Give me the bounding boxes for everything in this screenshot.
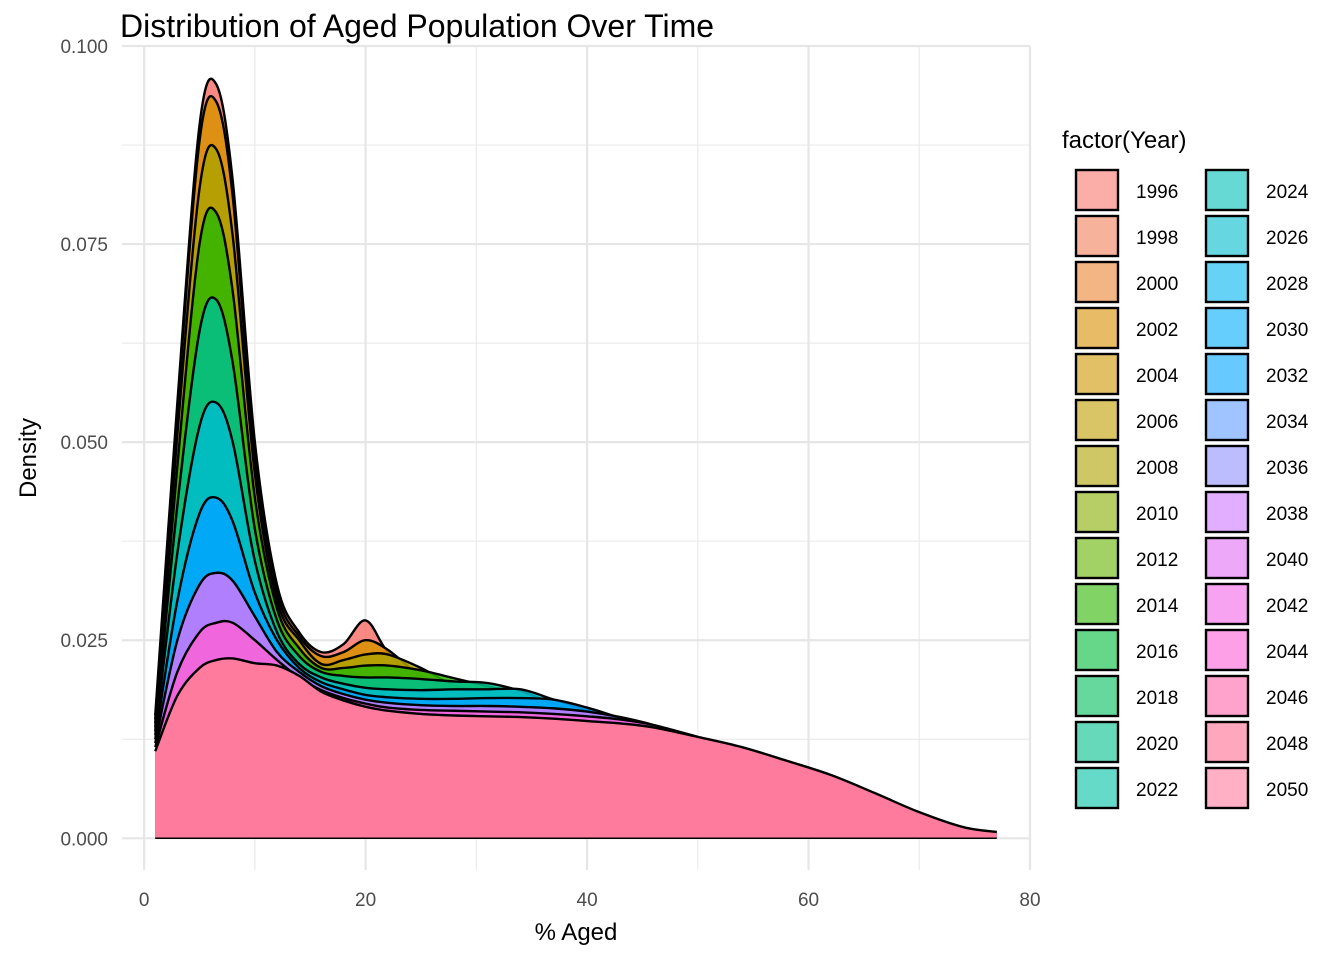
legend-label-2028: 2028 <box>1266 274 1308 295</box>
legend-label-2000: 2000 <box>1136 274 1178 295</box>
legend-swatch-2032 <box>1204 352 1250 396</box>
legend-label-1996: 1996 <box>1136 182 1178 203</box>
legend-swatch-2038 <box>1204 490 1250 534</box>
legend-label-2010: 2010 <box>1136 504 1178 525</box>
legend-label-2008: 2008 <box>1136 458 1178 479</box>
y-tick-label: 0.100 <box>60 37 108 58</box>
legend-label-2012: 2012 <box>1136 550 1178 571</box>
legend-swatch-2004 <box>1074 352 1120 396</box>
legend-swatch-2000 <box>1074 260 1120 304</box>
legend-swatch-2022 <box>1074 766 1120 810</box>
x-axis-title: % Aged <box>535 919 618 946</box>
legend-label-2006: 2006 <box>1136 412 1178 433</box>
legend-swatch-2026 <box>1204 214 1250 258</box>
legend-swatch-2028 <box>1204 260 1250 304</box>
legend-swatch-2016 <box>1074 628 1120 672</box>
legend-swatch-2042 <box>1204 582 1250 626</box>
legend-swatch-2048 <box>1204 720 1250 764</box>
legend-swatch-1998 <box>1074 214 1120 258</box>
legend-swatch-2014 <box>1074 582 1120 626</box>
y-tick-label: 0.050 <box>60 433 108 454</box>
legend-swatch-2012 <box>1074 536 1120 580</box>
legend-label-2034: 2034 <box>1266 412 1309 433</box>
legend-title: factor(Year) <box>1062 127 1187 154</box>
legend-swatch-2050 <box>1204 766 1250 810</box>
legend-label-2014: 2014 <box>1136 596 1179 617</box>
x-tick-label: 20 <box>355 890 376 911</box>
legend-swatch-2018 <box>1074 674 1120 718</box>
x-tick-label: 80 <box>1019 890 1040 911</box>
density-line-2050 <box>154 657 997 834</box>
legend-swatch-2006 <box>1074 398 1120 442</box>
legend-label-2032: 2032 <box>1266 366 1308 387</box>
x-tick-label: 40 <box>577 890 598 911</box>
legend-label-2040: 2040 <box>1266 550 1308 571</box>
density-areas <box>154 77 997 840</box>
legend-swatch-2008 <box>1074 444 1120 488</box>
legend-label-2024: 2024 <box>1266 182 1309 203</box>
legend-swatch-2046 <box>1204 674 1250 718</box>
legend-label-2036: 2036 <box>1266 458 1308 479</box>
legend-swatch-2040 <box>1204 536 1250 580</box>
legend-swatch-2036 <box>1204 444 1250 488</box>
legend-swatch-2034 <box>1204 398 1250 442</box>
legend: factor(Year) 1996 1998 2000 2002 2004 2006 2008… <box>1062 127 1309 810</box>
legend-label-2038: 2038 <box>1266 504 1308 525</box>
legend-swatch-2044 <box>1204 628 1250 672</box>
legend-label-2020: 2020 <box>1136 734 1178 755</box>
density-area-2000 <box>155 96 997 839</box>
chart-title: Distribution of Aged Population Over Tim… <box>120 8 715 44</box>
x-tick-label: 0 <box>139 890 150 911</box>
legend-label-2030: 2030 <box>1266 320 1308 341</box>
legend-label-2016: 2016 <box>1136 642 1178 663</box>
legend-label-2042: 2042 <box>1266 596 1308 617</box>
legend-label-2046: 2046 <box>1266 688 1308 709</box>
legend-swatch-2030 <box>1204 306 1250 350</box>
y-tick-label: 0.000 <box>60 829 108 850</box>
legend-label-2002: 2002 <box>1136 320 1178 341</box>
y-tick-label: 0.025 <box>60 631 108 652</box>
legend-swatch-1996 <box>1074 168 1120 212</box>
legend-label-2044: 2044 <box>1266 642 1309 663</box>
legend-label-2048: 2048 <box>1266 734 1308 755</box>
density-area-2050 <box>155 658 997 839</box>
y-tick-label: 0.075 <box>60 235 108 256</box>
legend-swatch-2002 <box>1074 306 1120 350</box>
legend-swatch-2010 <box>1074 490 1120 534</box>
legend-label-1998: 1998 <box>1136 228 1178 249</box>
legend-label-2050: 2050 <box>1266 780 1308 801</box>
legend-swatch-2020 <box>1074 720 1120 764</box>
legend-label-2026: 2026 <box>1266 228 1308 249</box>
legend-label-2018: 2018 <box>1136 688 1178 709</box>
axes: 0.000 0.025 0.050 0.075 0.100 0 20 40 60 80 % Aged… <box>15 37 1041 946</box>
legend-label-2022: 2022 <box>1136 780 1178 801</box>
x-tick-label: 60 <box>798 890 819 911</box>
legend-label-2004: 2004 <box>1136 366 1179 387</box>
legend-swatch-2024 <box>1204 168 1250 212</box>
y-axis-title: Density <box>15 418 42 498</box>
